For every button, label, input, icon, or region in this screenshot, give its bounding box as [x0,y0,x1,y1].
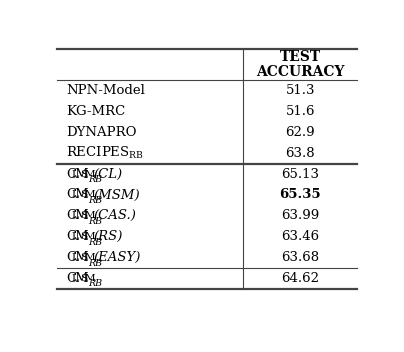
Text: (EASY): (EASY) [93,251,141,264]
Text: RB: RB [88,238,102,247]
Text: RB: RB [88,279,102,288]
Text: (CL): (CL) [93,168,122,181]
Text: RB: RB [88,217,102,226]
Text: 63.99: 63.99 [281,209,319,222]
Text: S: S [80,211,88,220]
Text: M: M [75,209,88,222]
Text: NPN-Model: NPN-Model [66,84,145,97]
Text: C: C [66,209,76,222]
Text: 51.3: 51.3 [286,84,315,97]
Text: KG-MRC: KG-MRC [66,105,125,118]
Text: M: M [84,190,95,200]
Text: C: C [66,251,76,264]
Text: ACCURACY: ACCURACY [256,65,345,78]
Text: M: M [84,253,95,262]
Text: M: M [75,230,88,243]
Text: L: L [71,170,78,178]
Text: DYNAPRO: DYNAPRO [66,126,137,139]
Text: 65.35: 65.35 [280,188,321,201]
Text: 64.62: 64.62 [281,272,319,285]
Text: 65.13: 65.13 [281,168,319,181]
Text: RB: RB [88,196,102,205]
Text: M: M [84,232,95,241]
Text: RECIPES$_{\mathregular{RB}}$: RECIPES$_{\mathregular{RB}}$ [66,145,144,161]
Text: S: S [80,232,88,241]
Text: L: L [71,232,78,241]
Text: C: C [66,168,76,181]
Text: (CAS.): (CAS.) [93,209,136,222]
Text: L: L [71,253,78,262]
Text: 63.46: 63.46 [281,230,319,243]
Text: S: S [80,170,88,178]
Text: RB: RB [88,175,102,184]
Text: C: C [66,188,76,201]
Text: 63.8: 63.8 [285,147,315,160]
Text: M: M [75,272,88,285]
Text: (RS): (RS) [93,230,122,243]
Text: M: M [84,274,95,283]
Text: L: L [71,211,78,220]
Text: 63.68: 63.68 [281,251,319,264]
Text: M: M [84,211,95,220]
Text: 51.6: 51.6 [286,105,315,118]
Text: M: M [75,188,88,201]
Text: 62.9: 62.9 [285,126,315,139]
Text: S: S [80,190,88,200]
Text: M: M [84,170,95,178]
Text: L: L [71,274,78,283]
Text: C: C [66,272,76,285]
Text: M: M [75,251,88,264]
Text: M: M [75,168,88,181]
Text: RB: RB [88,258,102,268]
Text: (MSM): (MSM) [93,188,140,201]
Text: TEST: TEST [280,50,321,64]
Text: L: L [71,190,78,200]
Text: S: S [80,253,88,262]
Text: S: S [80,274,88,283]
Text: C: C [66,230,76,243]
